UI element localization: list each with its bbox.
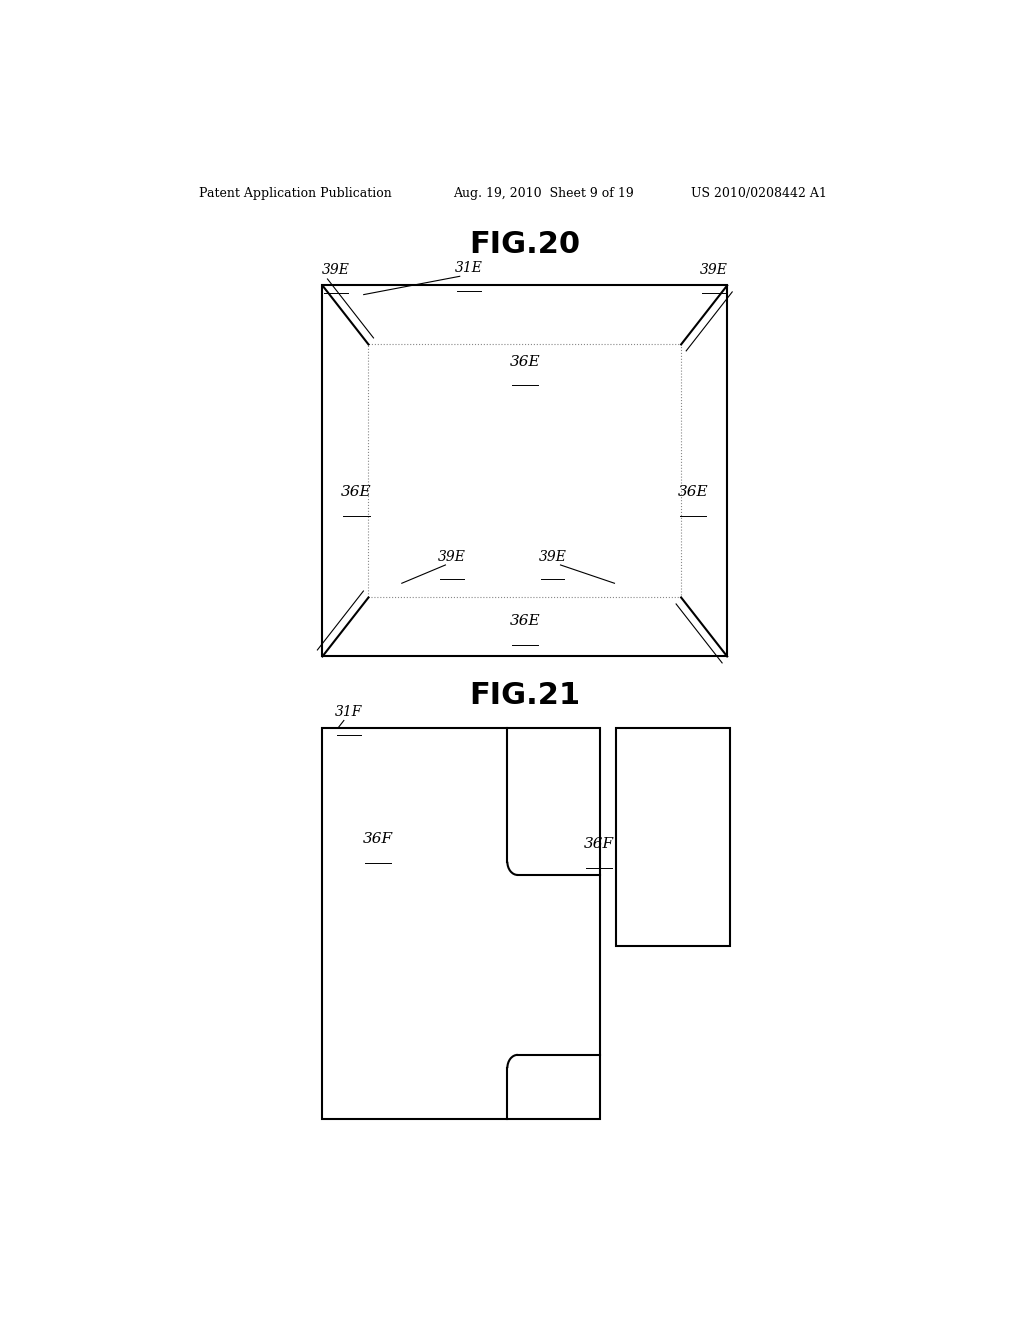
Text: 39E: 39E (322, 263, 350, 277)
Text: 36E: 36E (678, 484, 709, 499)
Text: 39E: 39E (699, 263, 728, 277)
Text: 36E: 36E (510, 355, 540, 368)
Text: Patent Application Publication: Patent Application Publication (200, 187, 392, 201)
Text: FIG.21: FIG.21 (469, 681, 581, 710)
Text: 39E: 39E (539, 550, 566, 564)
Text: 31E: 31E (456, 261, 483, 275)
Text: 36F: 36F (362, 833, 393, 846)
Text: 36F: 36F (584, 837, 613, 851)
Text: US 2010/0208442 A1: US 2010/0208442 A1 (691, 187, 827, 201)
Text: 36E: 36E (341, 484, 372, 499)
Text: FIG.20: FIG.20 (469, 230, 581, 259)
Text: Aug. 19, 2010  Sheet 9 of 19: Aug. 19, 2010 Sheet 9 of 19 (454, 187, 634, 201)
Text: 31F: 31F (335, 705, 362, 719)
Text: 39E: 39E (438, 550, 466, 564)
Text: 36E: 36E (510, 614, 540, 628)
